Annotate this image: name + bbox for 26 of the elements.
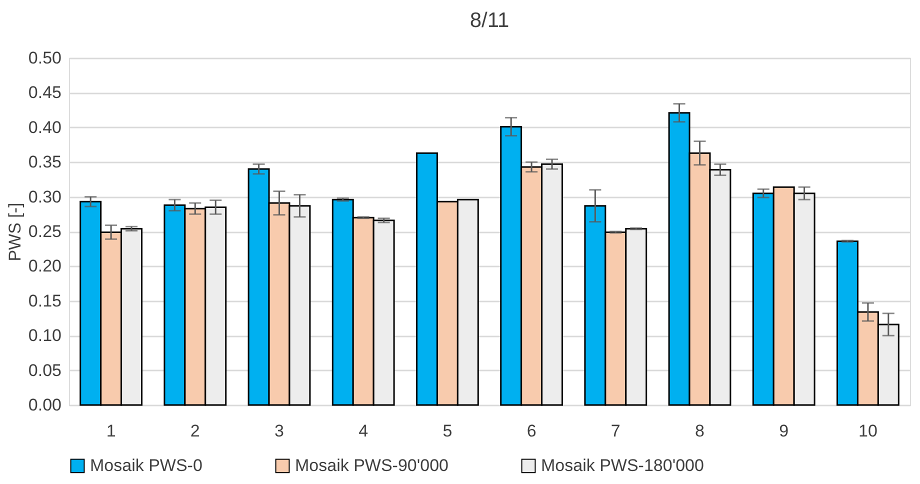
y-axis-title: PWS [-] [5,202,24,262]
x-tick-label: 2 [190,422,200,440]
x-tick-label: 3 [274,422,284,440]
x-tick-label: 5 [442,422,452,440]
legend-label: Mosaik PWS-90'000 [295,456,448,475]
y-tick-label: 0.40 [28,118,62,137]
y-tick-label: 0.00 [28,396,62,414]
y-tick-label: 0.35 [28,152,62,172]
x-tick-label: 4 [358,422,368,440]
y-tick-label: 0.25 [28,222,62,241]
y-tick-label: 0.05 [28,360,62,380]
y-tick-label: 0.45 [28,83,62,102]
y-tick-label: 0.30 [28,187,62,206]
x-tick-label: 10 [858,422,878,440]
y-tick-label: 0.15 [28,291,62,310]
x-tick-label: 1 [106,422,116,440]
y-tick-label: 0.10 [28,326,62,346]
x-tick-label: 6 [526,422,536,440]
y-tick-label: 0.50 [28,48,62,68]
legend-label: Mosaik PWS-0 [90,456,202,475]
x-tick-label: 9 [779,422,789,440]
x-tick-label: 8 [695,422,704,440]
legend-label: Mosaik PWS-180'000 [541,456,704,475]
x-tick-label: 7 [610,422,620,440]
y-tick-label: 0.20 [28,256,62,276]
chart-title: 8/11 [470,9,510,32]
